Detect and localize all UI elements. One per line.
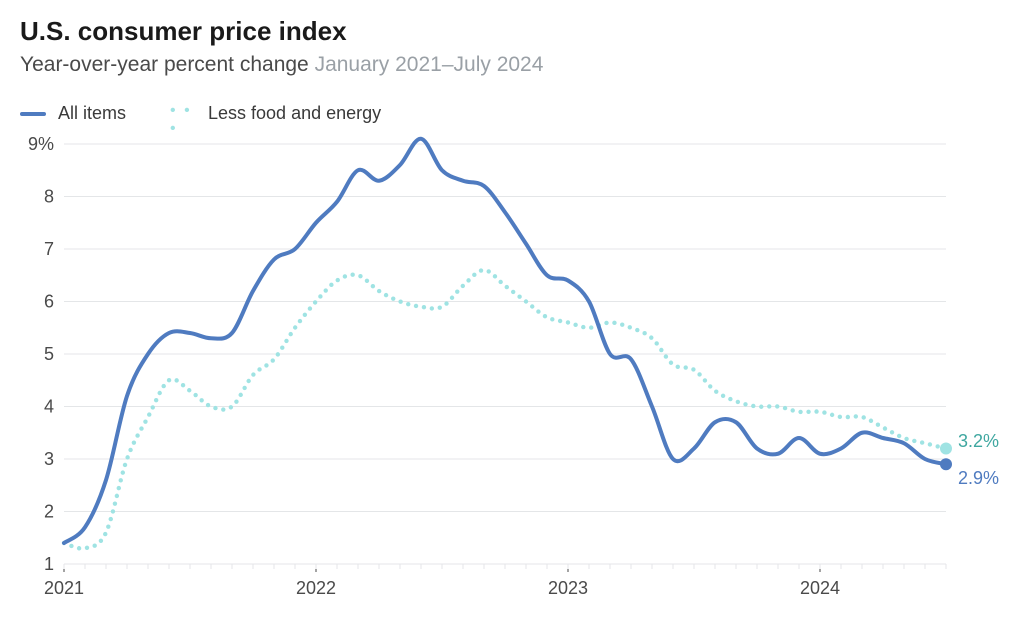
svg-text:8: 8 <box>44 187 54 207</box>
subtitle-range: January 2021–July 2024 <box>315 53 544 76</box>
svg-text:2024: 2024 <box>800 578 840 598</box>
subtitle-desc: Year-over-year percent change <box>20 53 309 76</box>
svg-text:2: 2 <box>44 502 54 522</box>
legend-swatch-dotted <box>170 112 196 116</box>
svg-text:2021: 2021 <box>44 578 84 598</box>
svg-text:2022: 2022 <box>296 578 336 598</box>
legend: All items Less food and energy <box>20 103 1004 124</box>
svg-text:2023: 2023 <box>548 578 588 598</box>
end-label-all-items: 2.9% <box>958 468 999 489</box>
chart-container: U.S. consumer price index Year-over-year… <box>0 0 1024 643</box>
legend-label-core: Less food and energy <box>208 103 381 124</box>
svg-text:5: 5 <box>44 344 54 364</box>
svg-text:1: 1 <box>44 554 54 574</box>
chart-title: U.S. consumer price index <box>20 16 1004 47</box>
legend-label-all-items: All items <box>58 103 126 124</box>
legend-item-core: Less food and energy <box>170 103 381 124</box>
legend-item-all-items: All items <box>20 103 126 124</box>
end-label-core: 3.2% <box>958 431 999 452</box>
chart-subtitle: Year-over-year percent change January 20… <box>20 53 1004 77</box>
chart-svg: 1 2 3 4 5 6 7 8 9% 2021 2022 2023 2024 <box>20 134 1004 604</box>
svg-text:7: 7 <box>44 239 54 259</box>
legend-swatch-solid <box>20 112 46 116</box>
svg-text:9%: 9% <box>28 134 54 154</box>
plot-area: 1 2 3 4 5 6 7 8 9% 2021 2022 2023 2024 3.2% 2.9% <box>20 134 1004 604</box>
svg-text:3: 3 <box>44 449 54 469</box>
svg-text:6: 6 <box>44 292 54 312</box>
svg-text:4: 4 <box>44 397 54 417</box>
